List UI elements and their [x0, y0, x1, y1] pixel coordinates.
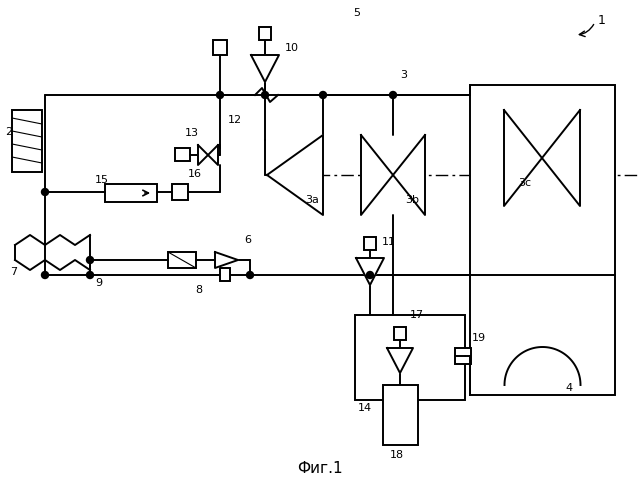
- Text: 2: 2: [5, 127, 12, 137]
- Text: 9: 9: [95, 278, 102, 288]
- Text: 3b: 3b: [405, 195, 419, 205]
- Bar: [168, 252, 196, 268]
- Text: 17: 17: [410, 310, 424, 320]
- Bar: [470, 85, 615, 395]
- Bar: [455, 348, 471, 364]
- Polygon shape: [361, 135, 393, 215]
- Circle shape: [42, 272, 49, 279]
- Bar: [364, 237, 376, 250]
- Text: 18: 18: [390, 450, 404, 460]
- Bar: [394, 327, 406, 340]
- Text: 4: 4: [565, 383, 572, 393]
- Text: 3: 3: [400, 70, 407, 80]
- Bar: [383, 385, 418, 445]
- Text: 14: 14: [358, 403, 372, 413]
- Polygon shape: [267, 135, 323, 215]
- Polygon shape: [198, 145, 208, 165]
- Bar: [175, 148, 190, 161]
- Text: 19: 19: [472, 333, 486, 343]
- Bar: [12, 110, 42, 172]
- Text: 7: 7: [10, 267, 17, 277]
- Text: 8: 8: [195, 285, 202, 295]
- Text: 3a: 3a: [305, 195, 319, 205]
- Bar: [355, 315, 465, 400]
- Polygon shape: [542, 110, 580, 206]
- Polygon shape: [504, 347, 580, 385]
- Text: 12: 12: [228, 115, 242, 125]
- Circle shape: [319, 91, 326, 98]
- Bar: [213, 40, 227, 55]
- Polygon shape: [504, 110, 542, 206]
- Circle shape: [246, 272, 253, 279]
- Polygon shape: [251, 55, 279, 82]
- Polygon shape: [208, 145, 218, 165]
- Polygon shape: [356, 258, 384, 285]
- Circle shape: [367, 272, 374, 279]
- Circle shape: [262, 91, 269, 98]
- Circle shape: [216, 91, 223, 98]
- Polygon shape: [215, 252, 238, 268]
- Bar: [105, 184, 157, 202]
- Circle shape: [390, 91, 397, 98]
- Bar: [259, 27, 271, 40]
- Text: 15: 15: [95, 175, 109, 185]
- Text: 16: 16: [188, 169, 202, 179]
- Circle shape: [42, 189, 49, 196]
- Text: 10: 10: [285, 43, 299, 53]
- Circle shape: [86, 256, 93, 263]
- Text: 6: 6: [244, 235, 251, 245]
- Text: 13: 13: [185, 128, 199, 138]
- Polygon shape: [387, 348, 413, 373]
- Text: Фиг.1: Фиг.1: [297, 460, 343, 476]
- Polygon shape: [393, 135, 425, 215]
- Text: 5: 5: [353, 8, 360, 18]
- Circle shape: [86, 272, 93, 279]
- Text: 3c: 3c: [518, 178, 531, 188]
- Text: 1: 1: [598, 13, 606, 27]
- Text: 11: 11: [382, 237, 396, 247]
- Bar: [172, 184, 188, 200]
- Bar: [220, 268, 230, 281]
